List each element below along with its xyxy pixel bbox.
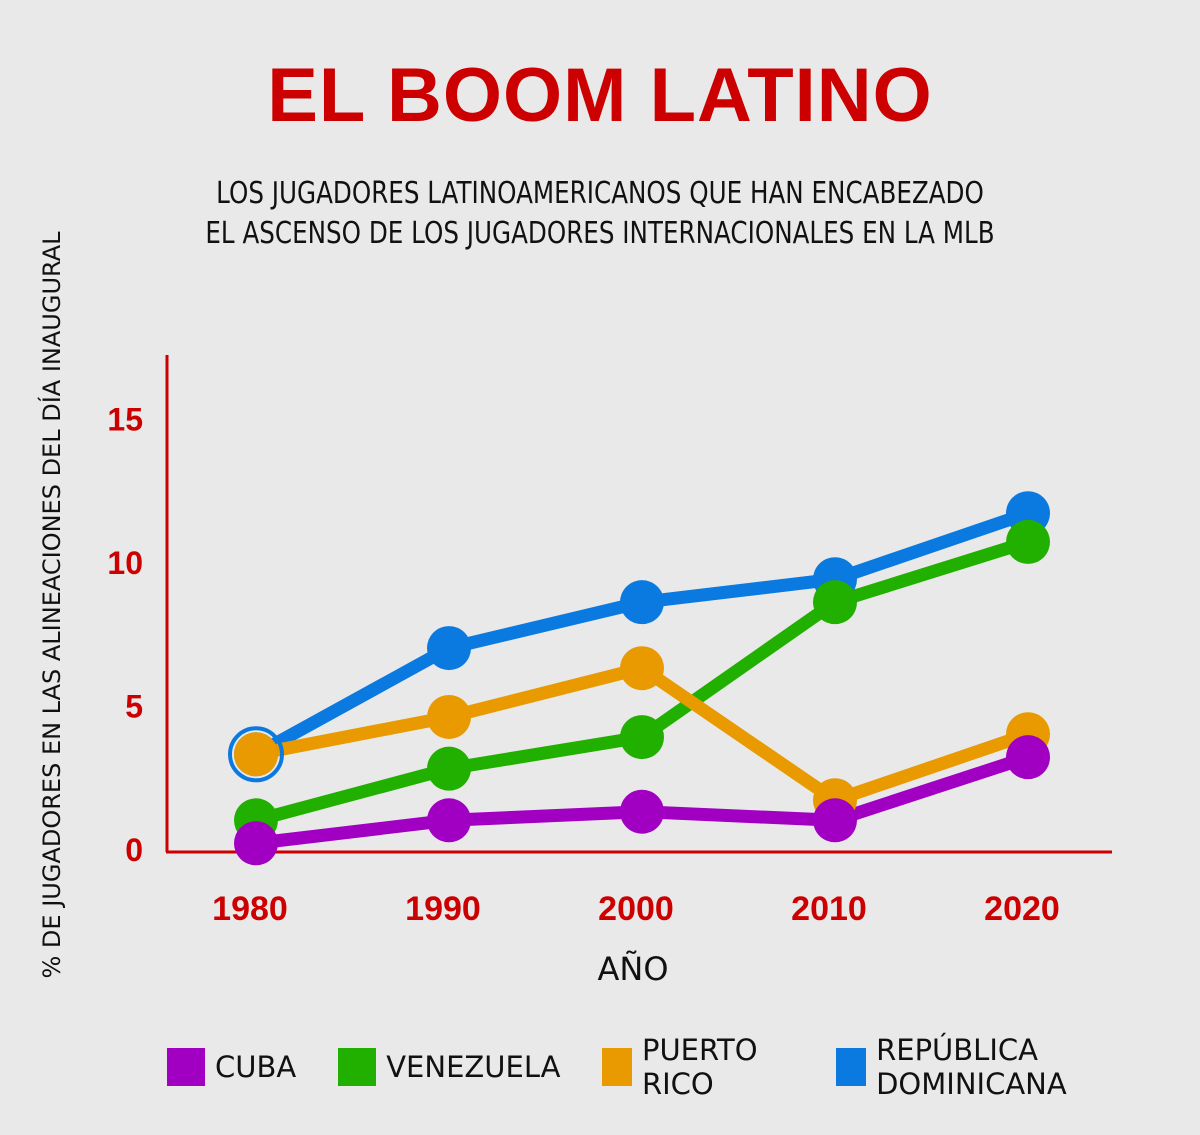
- data-point: [427, 798, 471, 843]
- x-tick-label: 2000: [598, 890, 674, 928]
- chart-title: EL BOOM LATINO: [267, 53, 933, 138]
- data-point: [234, 821, 278, 866]
- y-tick-label: 0: [125, 832, 143, 868]
- data-point: [427, 746, 471, 791]
- data-point: [813, 798, 857, 843]
- legend-swatch: [338, 1048, 377, 1086]
- legend-item-venezuela: VENEZUELA: [338, 1048, 560, 1086]
- data-point: [620, 646, 664, 691]
- legend-item-cuba: CUBA: [167, 1048, 296, 1086]
- data-point: [620, 789, 664, 834]
- data-point: [234, 732, 278, 777]
- legend-label: VENEZUELA: [386, 1050, 561, 1084]
- x-tick-label: 2020: [984, 890, 1060, 928]
- legend-swatch: [836, 1048, 867, 1086]
- legend: CUBA VENEZUELA PUERTO RICO REPÚBLICA DOM…: [167, 1033, 1200, 1101]
- data-point: [427, 626, 471, 671]
- legend-item-republica-dominicana: REPÚBLICA DOMINICANA: [836, 1033, 1158, 1101]
- legend-swatch: [602, 1048, 632, 1086]
- legend-label: CUBA: [215, 1050, 297, 1084]
- legend-swatch: [167, 1048, 205, 1086]
- data-point: [620, 580, 664, 625]
- legend-item-puerto-rico: PUERTO RICO: [602, 1033, 794, 1101]
- x-tick-label: 1990: [405, 890, 481, 928]
- y-tick-label: 15: [107, 402, 143, 438]
- data-point: [1006, 519, 1050, 564]
- y-tick-label: 10: [107, 545, 143, 581]
- data-point: [620, 715, 664, 760]
- subtitle-line-1: LOS JUGADORES LATINOAMERICANOS QUE HAN E…: [216, 176, 984, 211]
- y-tick-label: 5: [125, 689, 143, 725]
- data-point: [813, 580, 857, 625]
- data-point: [1006, 735, 1050, 780]
- legend-label: REPÚBLICA DOMINICANA: [876, 1033, 1067, 1101]
- x-axis-label: AÑO: [597, 950, 669, 988]
- legend-label: PUERTO RICO: [641, 1033, 758, 1101]
- x-tick-label: 1980: [212, 890, 288, 928]
- subtitle-line-2: EL ASCENSO DE LOS JUGADORES INTERNACIONA…: [205, 216, 995, 251]
- data-point: [427, 694, 471, 739]
- data-point-ring: [228, 726, 284, 783]
- y-axis-label: % DE JUGADORES EN LAS ALINEACIONES DEL D…: [38, 231, 66, 979]
- x-tick-label: 2010: [791, 890, 867, 928]
